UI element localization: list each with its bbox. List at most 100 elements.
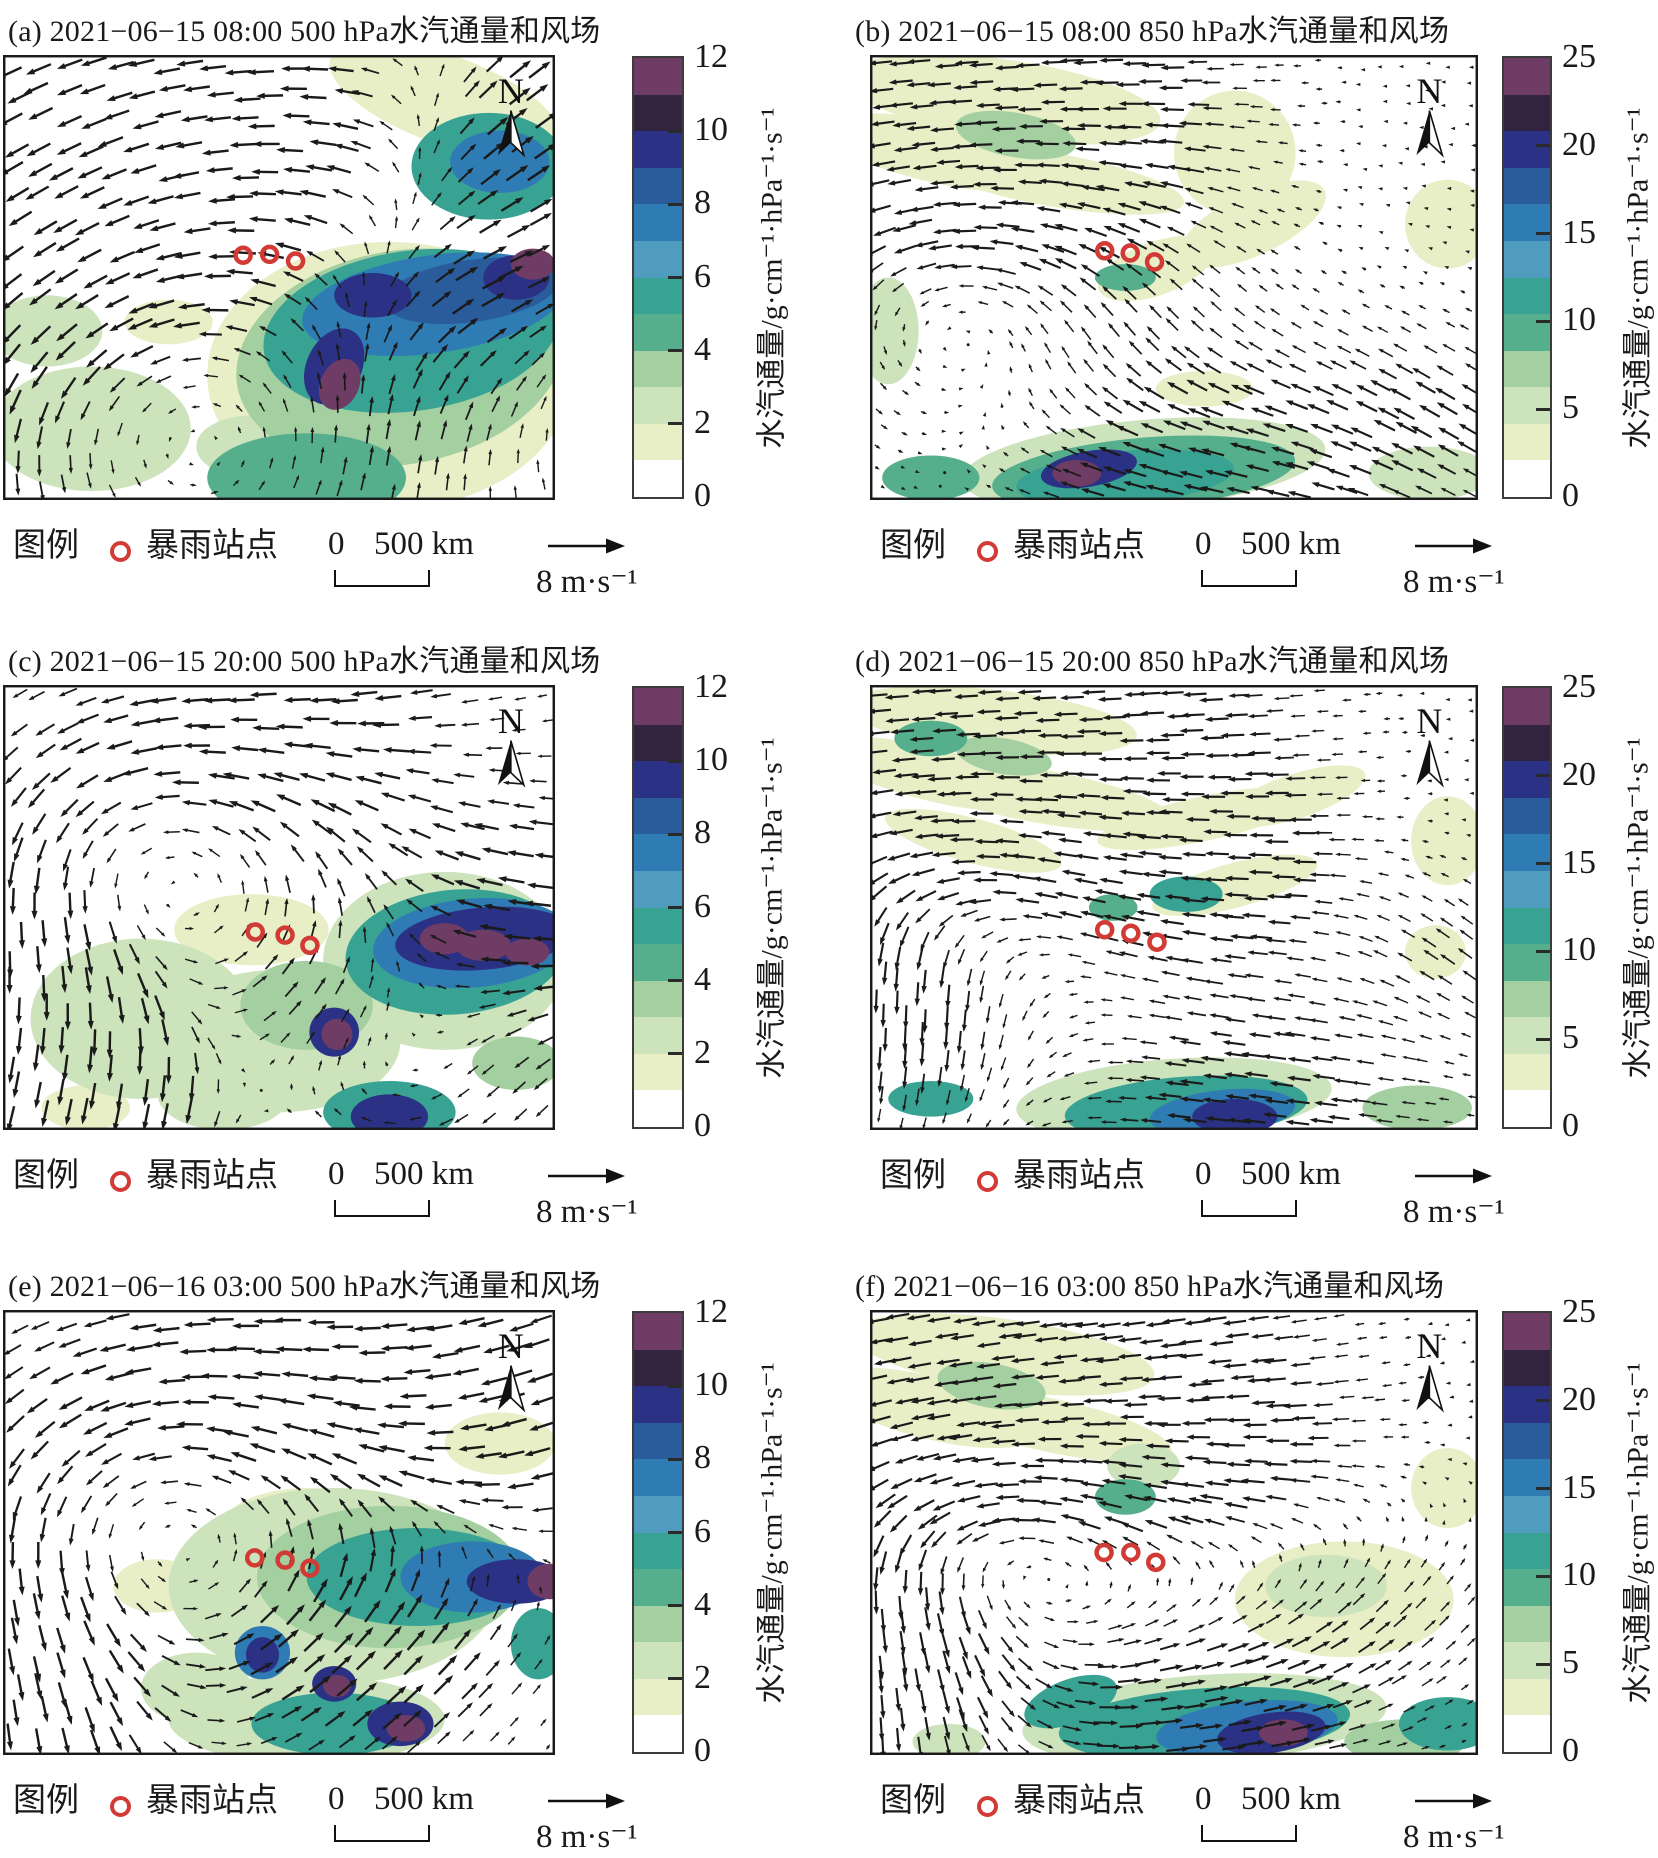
colorbar-tick-label: 15 xyxy=(1562,1468,1596,1506)
colorbar-segment xyxy=(1504,760,1550,798)
colorbar-segment xyxy=(634,943,682,981)
scalebar-distance-label: 500 km xyxy=(1241,1156,1341,1192)
colorbar-tick-label: 5 xyxy=(1562,389,1579,427)
wind-reference-label: 8 m·s⁻¹ xyxy=(536,1194,638,1230)
colorbar-tick-mark xyxy=(1536,144,1550,148)
colorbar-segment xyxy=(1504,1495,1550,1533)
north-label: N xyxy=(1416,1326,1442,1366)
legend-title: 图例 xyxy=(880,1158,946,1194)
colorbar-tick-label: 0 xyxy=(1562,477,1579,514)
north-label: N xyxy=(1416,71,1442,111)
north-compass: N xyxy=(497,1326,526,1413)
scalebar-bracket xyxy=(1201,570,1297,587)
colorbar-tick-mark xyxy=(668,759,682,763)
colorbar-a xyxy=(632,56,684,499)
wind-reference-label: 8 m·s⁻¹ xyxy=(1403,1819,1505,1855)
station-marker xyxy=(1094,920,1115,940)
colorbar-segment xyxy=(634,724,682,762)
colorbar-tick-label: 10 xyxy=(694,741,728,779)
colorbar-tick-label: 8 xyxy=(694,1439,711,1477)
map-border xyxy=(3,1310,555,1755)
scalebar-bracket xyxy=(334,1200,430,1217)
map-a: N xyxy=(3,55,555,500)
station-legend-marker xyxy=(977,541,998,562)
colorbar-tick-mark xyxy=(1536,319,1550,323)
panel-title-d: (d) 2021−06−15 20:00 850 hPa水汽通量和风场 xyxy=(855,645,1450,678)
colorbar-segment xyxy=(1504,687,1550,725)
colorbar-tick-mark xyxy=(668,1677,682,1681)
colorbar-tick-mark xyxy=(668,906,682,909)
colorbar-segment xyxy=(1504,1053,1550,1091)
colorbar-segment xyxy=(1504,1568,1550,1606)
colorbar-tick-mark xyxy=(668,832,682,836)
station-marker xyxy=(1144,252,1165,272)
colorbar-segment xyxy=(1504,1312,1550,1350)
colorbar-segment xyxy=(1504,1385,1550,1423)
colorbar-segment xyxy=(1504,423,1550,461)
colorbar-tick-label: 20 xyxy=(1562,125,1596,163)
station-marker xyxy=(1121,923,1141,944)
colorbar-axis-label: 水汽通量/g·cm⁻¹·hPa⁻¹·s⁻¹ xyxy=(755,1361,788,1704)
wind-reference-arrow xyxy=(548,538,625,554)
colorbar-segment xyxy=(634,1385,682,1423)
colorbar-axis-label: 水汽通量/g·cm⁻¹·hPa⁻¹·s⁻¹ xyxy=(755,106,788,449)
colorbar-segment xyxy=(634,1641,682,1679)
colorbar-segment xyxy=(1504,459,1550,497)
colorbar-segment xyxy=(634,277,682,315)
colorbar-tick-mark xyxy=(668,1384,682,1388)
station-marker xyxy=(275,925,295,945)
colorbar-segment xyxy=(1504,980,1550,1018)
panel-title-a: (a) 2021−06−15 08:00 500 hPa水汽通量和风场 xyxy=(8,15,601,48)
colorbar-segment xyxy=(634,797,682,835)
colorbar-segment xyxy=(1504,350,1550,388)
colorbar-segment xyxy=(634,870,682,908)
colorbar-segment xyxy=(1504,240,1550,278)
station-legend-label: 暴雨站点 xyxy=(1013,1158,1145,1194)
station-marker xyxy=(245,922,266,942)
colorbar-segment xyxy=(1504,1605,1550,1643)
colorbar-tick-mark xyxy=(1536,1037,1550,1041)
colorbar-tick-mark xyxy=(1536,774,1550,778)
colorbar-segment xyxy=(634,57,682,95)
wind-reference-arrow xyxy=(548,1168,625,1184)
colorbar-tick-label: 5 xyxy=(1562,1644,1579,1682)
wind-reference-arrow xyxy=(1415,538,1492,554)
colorbar-tick-label: 0 xyxy=(694,477,711,514)
colorbar-segment xyxy=(634,1089,682,1127)
scalebar-distance-label: 500 km xyxy=(1241,526,1341,562)
legend-title: 图例 xyxy=(13,1158,79,1194)
colorbar-segment xyxy=(634,1568,682,1606)
colorbar-segment xyxy=(634,1678,682,1716)
map-b: N xyxy=(870,55,1478,500)
map-f: N xyxy=(870,1310,1478,1755)
colorbar-segment xyxy=(634,1312,682,1350)
map-border xyxy=(3,55,555,500)
colorbar-tick-mark xyxy=(668,422,682,426)
north-label: N xyxy=(1416,701,1442,741)
wind-reference-label: 8 m·s⁻¹ xyxy=(1403,564,1505,600)
panel-title-f: (f) 2021−06−16 03:00 850 hPa水汽通量和风场 xyxy=(855,1270,1445,1303)
colorbar-tick-mark xyxy=(1536,1487,1550,1491)
colorbar-segment xyxy=(634,907,682,945)
scalebar-bracket xyxy=(1201,1825,1297,1842)
colorbar-tick-label: 2 xyxy=(694,1658,711,1696)
colorbar-segment xyxy=(634,1495,682,1533)
map-border xyxy=(870,55,1478,500)
colorbar-axis-label: 水汽通量/g·cm⁻¹·hPa⁻¹·s⁻¹ xyxy=(1621,106,1654,449)
scalebar-zero-label: 0 xyxy=(1195,1781,1212,1817)
station-legend-label: 暴雨站点 xyxy=(1013,1783,1145,1819)
scalebar-bracket xyxy=(334,1825,430,1842)
colorbar-segment xyxy=(1504,1678,1550,1716)
colorbar-segment xyxy=(634,1422,682,1460)
colorbar-e xyxy=(632,1311,684,1754)
colorbar-segment xyxy=(634,313,682,351)
colorbar-tick-label: 12 xyxy=(694,1293,728,1330)
colorbar-tick-label: 6 xyxy=(694,887,711,925)
colorbar-tick-label: 20 xyxy=(1562,755,1596,793)
wind-reference-label: 8 m·s⁻¹ xyxy=(1403,1194,1505,1230)
wind-reference-arrow xyxy=(1415,1168,1492,1184)
colorbar-tick-mark xyxy=(668,1531,682,1534)
colorbar-tick-label: 15 xyxy=(1562,213,1596,251)
colorbar-segment xyxy=(634,1458,682,1496)
map-border xyxy=(870,685,1478,1130)
